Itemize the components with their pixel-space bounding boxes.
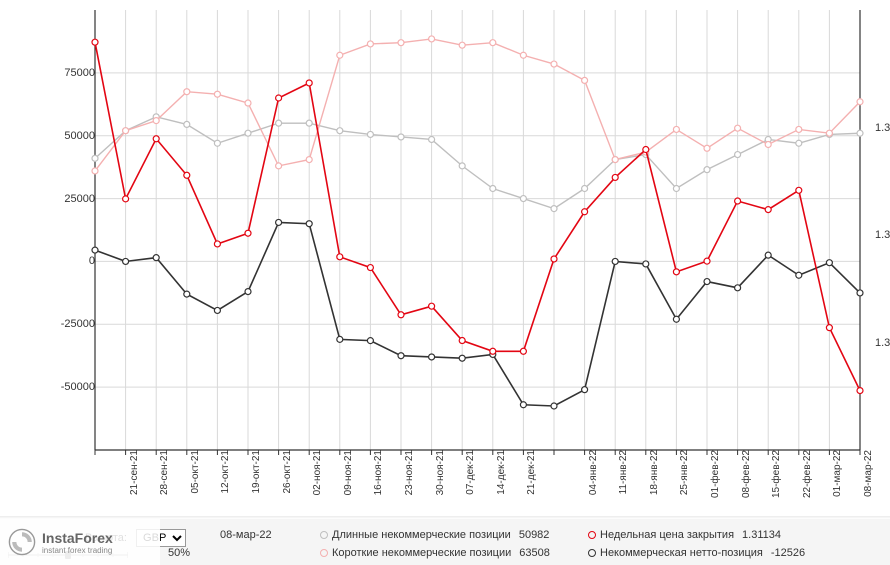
watermark-text-wrap: InstaForex instant forex trading bbox=[36, 530, 113, 555]
legend-item-net: Некоммерческая нетто-позиция -12526 bbox=[588, 547, 805, 559]
watermark-brand: InstaForex bbox=[42, 530, 113, 546]
x-axis-labels: 21-сен-21 28-сен-21 05-окт-21 12-окт-21 19-о… bbox=[95, 450, 865, 510]
y-left-tick: 50000 bbox=[64, 130, 95, 142]
x-tick-label: 18-янв-22 bbox=[649, 450, 660, 510]
y-left-tick: 0 bbox=[89, 255, 95, 267]
legend-text: Недельная цена закрытия bbox=[600, 529, 734, 541]
circle-icon bbox=[320, 549, 328, 557]
x-tick-label: 05-окт-21 bbox=[190, 450, 201, 510]
x-tick-label: 12-окт-21 bbox=[220, 450, 231, 510]
x-tick-label: 08-мар-22 bbox=[863, 450, 874, 510]
legend-item-close: Недельная цена закрытия 1.31134 bbox=[588, 529, 781, 541]
circle-icon bbox=[320, 531, 328, 539]
x-tick-label: 01-фев-22 bbox=[710, 450, 721, 510]
y-right-tick: 1.3475 bbox=[875, 229, 890, 241]
legend-text: Некоммерческая нетто-позиция bbox=[600, 547, 763, 559]
legend-item-short: Короткие некоммерческие позиции 63508 bbox=[320, 547, 550, 559]
legend-item-long: Длинные некоммерческие позиции 50982 bbox=[320, 529, 549, 541]
x-tick-label: 02-ноя-21 bbox=[312, 450, 323, 510]
x-tick-label: 08-фев-22 bbox=[741, 450, 752, 510]
x-tick-label: 04-янв-22 bbox=[588, 450, 599, 510]
x-tick-label: 23-ноя-21 bbox=[404, 450, 415, 510]
legend-text: Длинные некоммерческие позиции bbox=[332, 529, 511, 541]
x-tick-label: 22-фев-22 bbox=[802, 450, 813, 510]
y-left-tick: 75000 bbox=[64, 67, 95, 79]
legend-text: Короткие некоммерческие позиции bbox=[332, 547, 511, 559]
logo-icon bbox=[8, 528, 36, 556]
legend-value: -12526 bbox=[771, 547, 805, 559]
y-left-tick: 25000 bbox=[64, 193, 95, 205]
x-tick-label: 19-окт-21 bbox=[251, 450, 262, 510]
x-tick-label: 07-дек-21 bbox=[465, 450, 476, 510]
x-tick-label: 14-дек-21 bbox=[496, 450, 507, 510]
watermark-tagline: instant forex trading bbox=[42, 546, 113, 555]
x-tick-label: 25-янв-22 bbox=[679, 450, 690, 510]
x-tick-label: 21-сен-21 bbox=[129, 450, 140, 510]
x-tick-label: 15-фев-22 bbox=[771, 450, 782, 510]
y-right-tick: 1.3225 bbox=[875, 337, 890, 349]
chart-area bbox=[40, 10, 870, 490]
x-tick-label: 09-ноя-21 bbox=[343, 450, 354, 510]
x-tick-label: 21-дек-21 bbox=[526, 450, 537, 510]
percent-label: 50% bbox=[168, 547, 190, 559]
x-tick-label: 16-ноя-21 bbox=[373, 450, 384, 510]
x-tick-label: 11-янв-22 bbox=[618, 450, 629, 510]
watermark: InstaForex instant forex trading bbox=[0, 519, 160, 565]
legend-date: 08-мар-22 bbox=[220, 529, 272, 541]
legend-value: 63508 bbox=[519, 547, 550, 559]
circle-icon bbox=[588, 531, 596, 539]
x-tick-label: 01-мар-22 bbox=[832, 450, 843, 510]
x-tick-label: 30-ноя-21 bbox=[435, 450, 446, 510]
y-right-tick: 1.3725 bbox=[875, 122, 890, 134]
y-left-tick: -25000 bbox=[61, 318, 95, 330]
legend-value: 50982 bbox=[519, 529, 550, 541]
y-left-tick: -50000 bbox=[61, 381, 95, 393]
legend-value: 1.31134 bbox=[742, 529, 781, 541]
x-tick-label: 26-окт-21 bbox=[282, 450, 293, 510]
x-tick-label: 28-сен-21 bbox=[159, 450, 170, 510]
circle-icon bbox=[588, 549, 596, 557]
chart-svg bbox=[40, 10, 870, 490]
